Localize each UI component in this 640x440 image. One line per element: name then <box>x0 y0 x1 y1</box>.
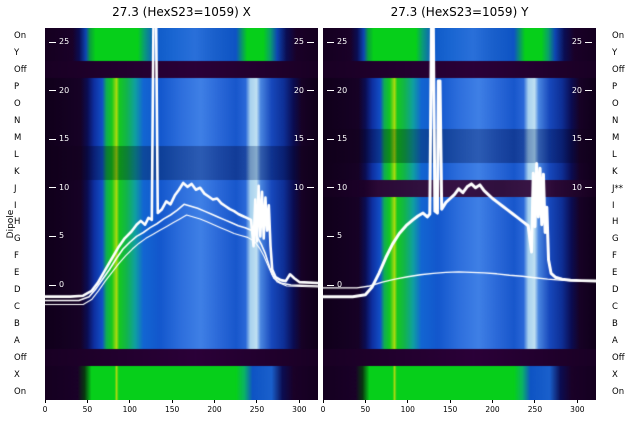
dipole-label-right: N <box>612 116 619 126</box>
dipole-label-left: D <box>14 285 21 296</box>
dipole-label-left: P <box>14 82 20 93</box>
x-tick-mark <box>322 400 324 403</box>
x-tick-mark <box>86 400 88 403</box>
panel-y-title: 27.3 (HexS23=1059) Y <box>390 5 529 19</box>
x-tick-label: 250 <box>527 405 543 414</box>
x-tick-mark <box>407 400 409 403</box>
heatmap-panel-y: 25 20 15 10 5 0 25 20 15 10 <box>323 28 596 400</box>
dipole-label-right: F <box>612 251 617 262</box>
x-axis-panel-x: 0 50 100 150 200 250 300 <box>43 400 318 424</box>
x-tick-mark <box>214 400 216 403</box>
dipole-label-left: O <box>14 99 21 110</box>
dipole-label-left: X <box>14 369 20 380</box>
x-tick-label: 0 <box>42 405 48 414</box>
dipole-label-left: N <box>14 116 21 126</box>
x-tick-mark <box>364 400 366 403</box>
x-axis-panel-y: 0 50 100 150 200 250 300 <box>321 400 596 424</box>
x-tick-label: 50 <box>360 405 371 414</box>
dipole-label-right: G <box>612 234 619 245</box>
dipole-label-right: L <box>612 149 617 160</box>
x-tick-mark <box>171 400 173 403</box>
dipole-label-right: On <box>612 31 625 42</box>
dipole-label-right: A <box>612 335 618 346</box>
x-tick-mark <box>449 400 451 403</box>
panel-x-title: 27.3 (HexS23=1059) X <box>112 5 251 19</box>
x-tick-label: 200 <box>485 405 500 414</box>
dipole-label-right: I <box>612 200 615 211</box>
dipole-label-right: X <box>612 369 618 380</box>
x-tick-label: 200 <box>207 405 222 414</box>
x-tick-label: 0 <box>320 405 326 414</box>
dipole-label-right: E <box>612 268 618 279</box>
heatmap-panel-x: 25 20 15 10 5 0 25 20 15 10 <box>45 28 318 400</box>
dipole-label-left: Y <box>14 48 20 59</box>
x-tick-mark <box>534 400 536 403</box>
x-tick-mark <box>129 400 131 403</box>
dipole-axis-left: On Y Off P O N M L K J I H G F E D C B A Off X On <box>14 0 44 440</box>
dipole-label-left: A <box>14 335 20 346</box>
dipole-label-right: C <box>612 302 618 312</box>
dipole-label-right: M <box>612 132 620 143</box>
x-tick-mark <box>298 400 300 403</box>
dipole-label-right: O <box>612 99 619 110</box>
dipole-label-left: J <box>14 183 17 194</box>
dipole-label-right: H <box>612 217 619 228</box>
x-tick-label: 100 <box>122 405 137 414</box>
dipole-axis-right: On Y Off P O N M L K J** I H G F E D C B A Off X On <box>612 0 640 440</box>
dipole-label-left: On <box>14 31 27 42</box>
dipole-label-left: E <box>14 268 20 279</box>
dipole-label-left: On <box>14 386 27 397</box>
x-tick-label: 50 <box>82 405 93 414</box>
dipole-label-left: F <box>14 251 19 262</box>
x-tick-label: 300 <box>292 405 307 414</box>
dipole-label-right: Off <box>612 65 625 76</box>
heatmap-canvas-x <box>45 28 318 400</box>
dipole-label-right: On <box>612 386 625 397</box>
dipole-label-left: I <box>14 200 17 211</box>
x-tick-mark <box>576 400 578 403</box>
heatmap-canvas-y <box>323 28 596 400</box>
x-tick-mark <box>44 400 46 403</box>
dipole-label-left: Off <box>14 65 27 76</box>
x-tick-label: 150 <box>443 405 458 414</box>
x-tick-label: 100 <box>400 405 415 414</box>
dipole-label-left: K <box>14 166 20 177</box>
dipole-label-left: M <box>14 132 22 143</box>
dipole-label-right: D <box>612 285 619 296</box>
dipole-label-right: K <box>612 166 618 177</box>
dipole-label-right: Off <box>612 352 625 363</box>
dipole-label-right: B <box>612 318 618 329</box>
dipole-label-right: J** <box>612 183 624 194</box>
x-tick-label: 250 <box>249 405 265 414</box>
x-tick-mark <box>256 400 258 403</box>
dipole-label-left: C <box>14 302 20 312</box>
dipole-label-right: P <box>612 82 618 93</box>
dipole-label-left: B <box>14 318 20 329</box>
dipole-label-left: Off <box>14 352 27 363</box>
x-tick-label: 300 <box>570 405 585 414</box>
x-tick-mark <box>492 400 494 403</box>
dipole-label-right: Y <box>612 48 618 59</box>
x-tick-label: 150 <box>165 405 180 414</box>
dipole-label-left: H <box>14 217 21 228</box>
dipole-label-left: L <box>14 149 19 160</box>
dipole-label-left: G <box>14 234 21 245</box>
